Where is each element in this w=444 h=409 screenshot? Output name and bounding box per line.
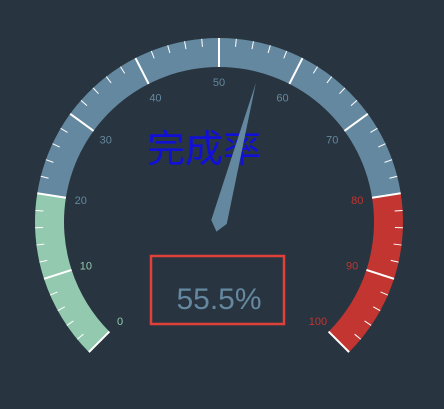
minor-tick	[390, 259, 399, 263]
minor-tick	[339, 87, 346, 95]
minor-tick	[326, 76, 333, 84]
minor-tick	[57, 306, 66, 312]
axis-label: 10	[80, 260, 92, 272]
major-tick	[43, 268, 72, 280]
minor-tick	[36, 243, 45, 246]
minor-tick	[370, 127, 378, 133]
axis-label: 80	[351, 195, 363, 207]
minor-tick	[378, 143, 386, 148]
minor-tick	[39, 259, 48, 263]
minor-tick	[49, 291, 58, 296]
minor-tick	[251, 41, 254, 50]
axis-label: 100	[309, 316, 327, 328]
minor-tick	[384, 159, 393, 163]
minor-tick	[394, 209, 403, 212]
gauge-ticks	[35, 38, 403, 353]
minor-tick	[40, 175, 49, 179]
major-tick	[37, 192, 67, 199]
minor-tick	[350, 99, 358, 106]
axis-label: 70	[326, 135, 338, 147]
minor-tick	[364, 320, 372, 326]
minor-tick	[35, 209, 44, 212]
gauge-bands	[35, 38, 403, 353]
axis-label: 30	[100, 135, 112, 147]
minor-tick	[52, 143, 60, 148]
major-tick	[371, 192, 401, 199]
minor-tick	[76, 333, 84, 340]
gauge-axis-labels: 0 10 20 30 40 50 60 70 80 90 100	[75, 77, 364, 328]
major-tick	[327, 330, 350, 353]
axis-label: 90	[346, 260, 358, 272]
major-tick	[343, 113, 369, 132]
major-tick	[366, 268, 395, 280]
minor-tick	[312, 66, 319, 74]
minor-tick	[167, 45, 171, 54]
gauge-band-1	[37, 38, 401, 198]
minor-tick	[80, 99, 88, 106]
minor-tick	[393, 243, 402, 246]
gauge-band-2	[328, 193, 403, 353]
gauge-pointer	[211, 82, 256, 232]
minor-tick	[150, 50, 155, 59]
minor-tick	[283, 50, 288, 59]
minor-tick	[92, 87, 99, 95]
minor-tick	[66, 320, 74, 326]
minor-tick	[60, 127, 68, 133]
major-tick	[134, 57, 150, 85]
axis-label: 50	[213, 77, 225, 89]
axis-label: 60	[276, 92, 288, 104]
minor-tick	[105, 76, 112, 84]
major-tick	[288, 57, 304, 85]
minor-tick	[45, 159, 54, 163]
minor-tick	[201, 38, 203, 47]
axis-label: 0	[117, 316, 123, 328]
minor-tick	[389, 175, 398, 179]
minor-tick	[184, 41, 187, 50]
value-box	[149, 254, 286, 326]
minor-tick	[267, 45, 271, 54]
minor-tick	[119, 66, 126, 74]
major-tick	[88, 330, 111, 353]
minor-tick	[380, 291, 389, 296]
gauge-band-0	[35, 193, 110, 353]
minor-tick	[235, 38, 237, 47]
minor-tick	[372, 306, 381, 312]
axis-label: 20	[75, 195, 87, 207]
gauge-value: 55.5%	[176, 283, 261, 316]
major-tick	[69, 113, 95, 132]
axis-label: 40	[149, 92, 161, 104]
minor-tick	[354, 333, 362, 340]
